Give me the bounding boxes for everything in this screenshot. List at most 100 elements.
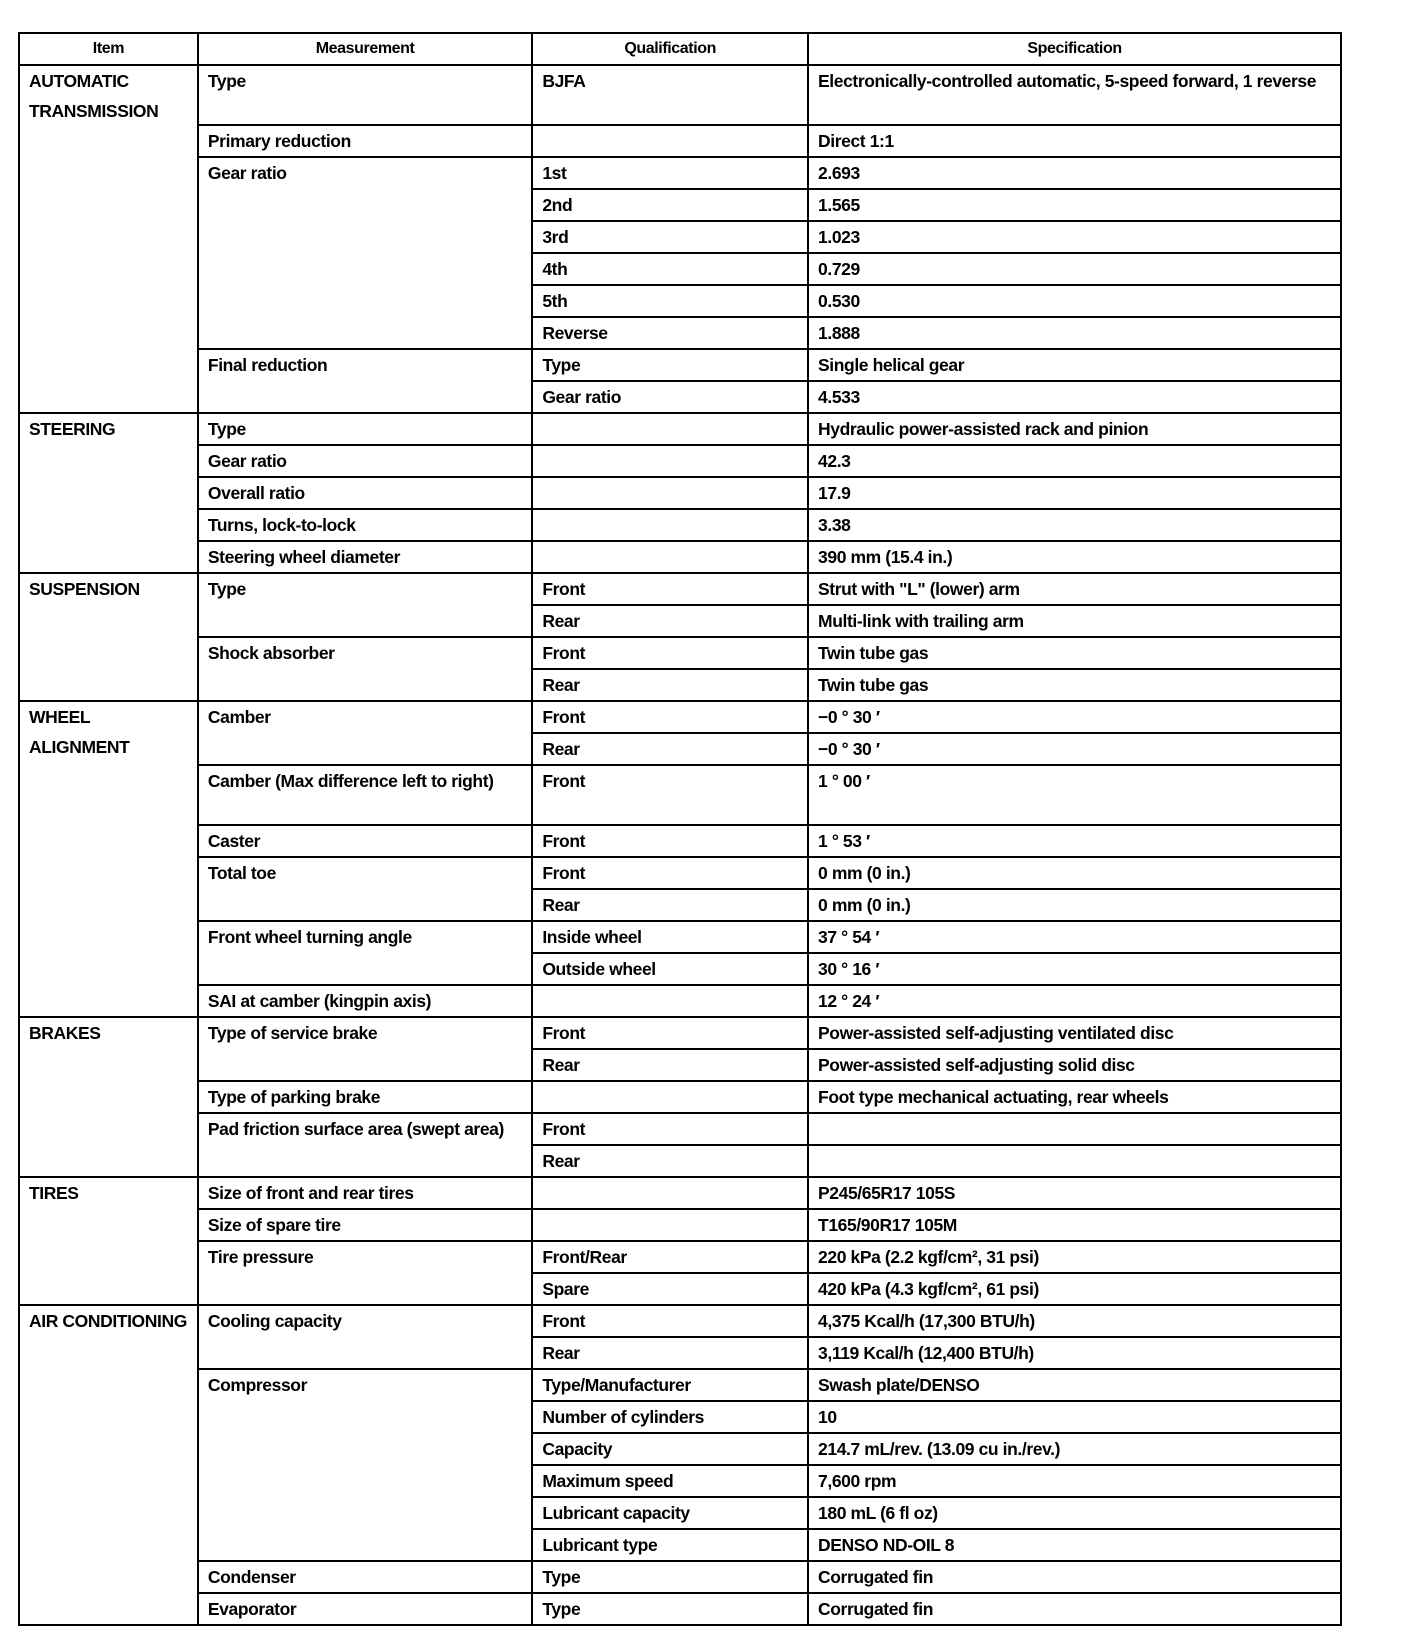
table-row: Evaporator Type Corrugated fin: [19, 1592, 1342, 1626]
specification-cell: Strut with "L" (lower) arm: [807, 572, 1342, 606]
specification-cell: Foot type mechanical actuating, rear whe…: [807, 1080, 1342, 1114]
qualification-cell: Rear: [531, 668, 810, 702]
measurement-cell: Final reduction: [196, 348, 534, 414]
table-row: Gear ratio 1st 2.693: [19, 156, 1342, 350]
table-row: Turns, lock-to-lock 3.38: [19, 508, 1342, 542]
table-row: Rear Multi-link with trailing arm: [19, 604, 1342, 638]
table-row: Camber (Max difference left to right) Fro…: [19, 764, 1342, 826]
specification-cell: 42.3: [807, 444, 1342, 478]
qualification-cell: [531, 412, 810, 446]
specification-cell: Power-assisted self-adjusting ventilated…: [807, 1016, 1342, 1050]
measurement-cell: Caster: [196, 824, 534, 858]
measurement-cell: SAI at camber (kingpin axis): [196, 984, 534, 1018]
measurement-cell: Pad friction surface area (swept area): [196, 1112, 534, 1178]
specification-cell: 0 mm (0 in.): [807, 888, 1342, 922]
table-row: Rear: [19, 1144, 1342, 1178]
table-row: Front wheel turning angle Inside wheel 37 …: [19, 920, 1342, 986]
table-row: Rear Power-assisted self-adjusting solid …: [19, 1048, 1342, 1082]
header-item: Item: [18, 32, 199, 66]
specification-cell: Single helical gear: [807, 348, 1342, 382]
table-row: Lubricant capacity 180 mL (6 fl oz): [19, 1496, 1342, 1530]
table-row: Outside wheel 30 ° 16 ′: [19, 952, 1342, 986]
qualification-cell: [531, 1176, 810, 1210]
table-row: TIRES Size of front and rear tires P245/65…: [18, 1176, 1342, 1306]
table-row: Size of spare tire T165/90R17 105M: [19, 1208, 1342, 1242]
measurement-cell: Compressor: [196, 1368, 534, 1562]
specification-cell: P245/65R17 105S: [807, 1176, 1342, 1210]
table-row: Steering wheel diameter 390 mm (15.4 in.): [19, 540, 1342, 574]
qualification-cell: Rear: [531, 888, 810, 922]
measurement-cell: Size of front and rear tires: [196, 1176, 534, 1210]
specification-cell: 17.9: [807, 476, 1342, 510]
header-qualification: Qualification: [531, 32, 810, 66]
qualification-cell: Type/Manufacturer: [531, 1368, 810, 1402]
table-row: WHEEL ALIGNMENT Camber Front −0 ° 30 ′: [18, 700, 1342, 1018]
table-row: Overall ratio 17.9: [19, 476, 1342, 510]
table-row: Number of cylinders 10: [19, 1400, 1342, 1434]
table-row: Capacity 214.7 mL/rev. (13.09 cu in./rev.…: [19, 1432, 1342, 1466]
qualification-cell: Front: [531, 572, 810, 606]
measurement-cell: Camber (Max difference left to right): [196, 764, 534, 826]
table-row: Rear −0 ° 30 ′: [19, 732, 1342, 766]
specification-cell: 12 ° 24 ′: [807, 984, 1342, 1018]
qualification-cell: Front: [531, 1016, 810, 1050]
qualification-cell: Front: [531, 856, 810, 890]
qualification-cell: [531, 124, 810, 158]
measurement-cell: Gear ratio: [196, 156, 534, 350]
qualification-cell: [531, 476, 810, 510]
specification-cell: 1 ° 53 ′: [807, 824, 1342, 858]
header-measurement: Measurement: [196, 32, 534, 66]
table-row: Reverse 1.888: [19, 316, 1342, 350]
qualification-cell: [531, 984, 810, 1018]
table-row: Spare 420 kPa (4.3 kgf/cm², 61 psi): [19, 1272, 1342, 1306]
measurement-cell: Total toe: [196, 856, 534, 922]
qualification-cell: Maximum speed: [531, 1464, 810, 1498]
qualification-cell: Type: [531, 1560, 810, 1594]
measurement-cell: Front wheel turning angle: [196, 920, 534, 986]
measurement-cell: Type: [196, 412, 534, 446]
qualification-cell: Rear: [531, 732, 810, 766]
item-cell: SUSPENSION: [18, 572, 199, 702]
specification-cell: Twin tube gas: [807, 668, 1342, 702]
measurement-cell: Evaporator: [196, 1592, 534, 1626]
table-row: Caster Front 1 ° 53 ′: [19, 824, 1342, 858]
qualification-cell: Front: [531, 1304, 810, 1338]
item-cell: AIR CONDITIONING: [18, 1304, 199, 1626]
specification-cell: [807, 1144, 1342, 1178]
qualification-cell: Spare: [531, 1272, 810, 1306]
specification-cell: DENSO ND-OIL 8: [807, 1528, 1342, 1562]
header-specification: Specification: [807, 32, 1342, 66]
table-row: Rear 0 mm (0 in.): [19, 888, 1342, 922]
specification-cell: −0 ° 30 ′: [807, 700, 1342, 734]
qualification-cell: [531, 444, 810, 478]
qualification-cell: Type: [531, 1592, 810, 1626]
specification-cell: 1.023: [807, 220, 1342, 254]
qualification-cell: [531, 1080, 810, 1114]
qualification-cell: Inside wheel: [531, 920, 810, 954]
measurement-cell: Steering wheel diameter: [196, 540, 534, 574]
specification-cell: 1.565: [807, 188, 1342, 222]
specification-cell: 30 ° 16 ′: [807, 952, 1342, 986]
specification-cell: 1.888: [807, 316, 1342, 350]
specification-cell: 2.693: [807, 156, 1342, 190]
qualification-cell: Lubricant type: [531, 1528, 810, 1562]
table-row: Shock absorber Front Twin tube gas: [19, 636, 1342, 702]
measurement-cell: Condenser: [196, 1560, 534, 1594]
qualification-cell: Front: [531, 700, 810, 734]
qualification-cell: Front: [531, 1112, 810, 1146]
table-row: SAI at camber (kingpin axis) 12 ° 24 ′: [19, 984, 1342, 1018]
specification-cell: Direct 1:1: [807, 124, 1342, 158]
specification-cell: 4,375 Kcal/h (17,300 BTU/h): [807, 1304, 1342, 1338]
specification-cell: 0.530: [807, 284, 1342, 318]
specification-cell: −0 ° 30 ′: [807, 732, 1342, 766]
specification-cell: Corrugated fin: [807, 1592, 1342, 1626]
qualification-cell: BJFA: [531, 64, 810, 126]
specification-cell: 10: [807, 1400, 1342, 1434]
measurement-cell: Turns, lock-to-lock: [196, 508, 534, 542]
table-row: 2nd 1.565: [19, 188, 1342, 222]
qualification-cell: Front: [531, 824, 810, 858]
specification-cell: Swash plate/DENSO: [807, 1368, 1342, 1402]
qualification-cell: [531, 508, 810, 542]
qualification-cell: [531, 1208, 810, 1242]
qualification-cell: Reverse: [531, 316, 810, 350]
